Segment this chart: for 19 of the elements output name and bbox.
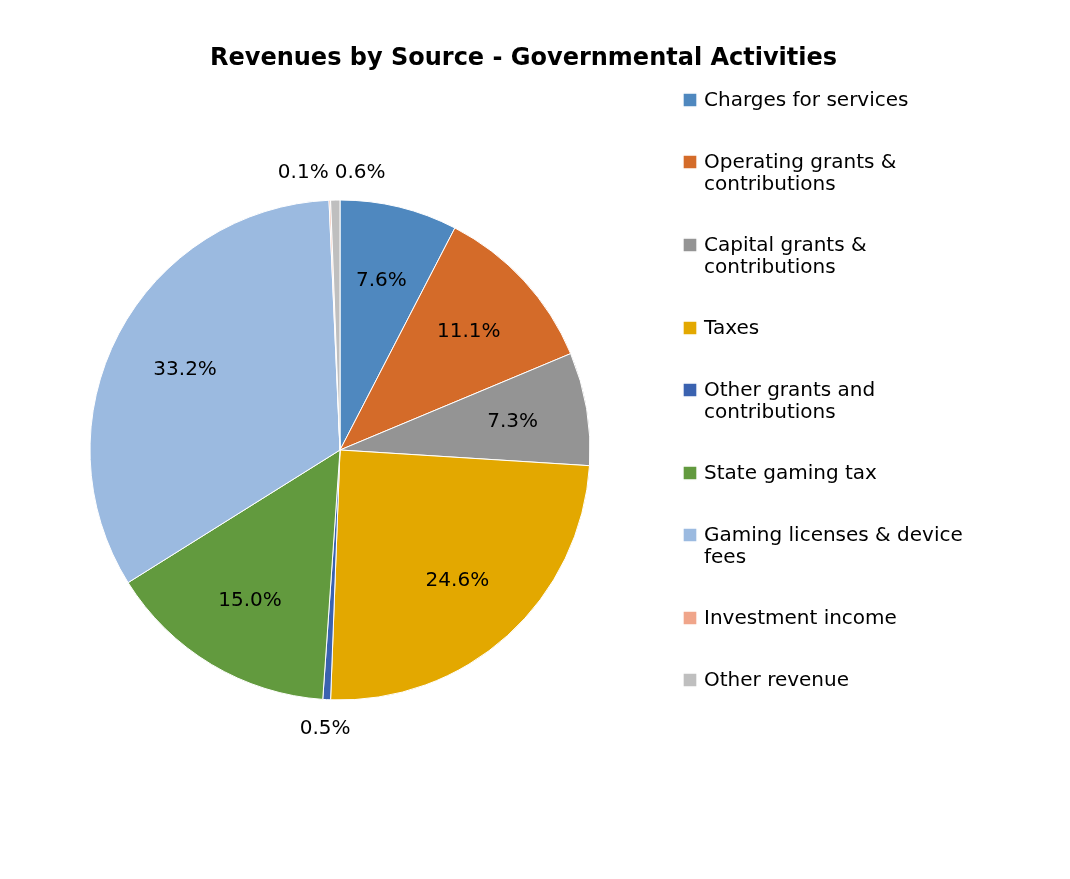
chart-title: Revenues by Source - Governmental Activities xyxy=(210,43,838,71)
data-label: 0.5% xyxy=(299,714,351,739)
data-label: 33.2% xyxy=(153,355,217,380)
legend-label: Taxes xyxy=(703,315,760,339)
legend-label: State gaming tax xyxy=(704,460,878,484)
data-label: 24.6% xyxy=(425,566,490,591)
legend-label: Gaming licenses & device fees xyxy=(704,522,963,568)
data-label: 0.1% xyxy=(277,159,329,184)
data-label: 7.6% xyxy=(355,266,407,291)
data-label: 15.0% xyxy=(218,587,282,612)
data-label: 7.3% xyxy=(487,408,538,432)
data-label: 0.6% xyxy=(334,159,386,184)
data-label: 11.1% xyxy=(436,318,501,343)
legend-label: Investment income xyxy=(704,605,897,629)
legend-label: Other grants and contributions xyxy=(704,377,876,423)
legend-label: Capital grants & contributions xyxy=(704,232,867,278)
legend-label: Charges for services xyxy=(704,87,909,111)
legend-label: Operating grants & contributions xyxy=(704,149,897,195)
legend-label: Other revenue xyxy=(704,667,850,691)
